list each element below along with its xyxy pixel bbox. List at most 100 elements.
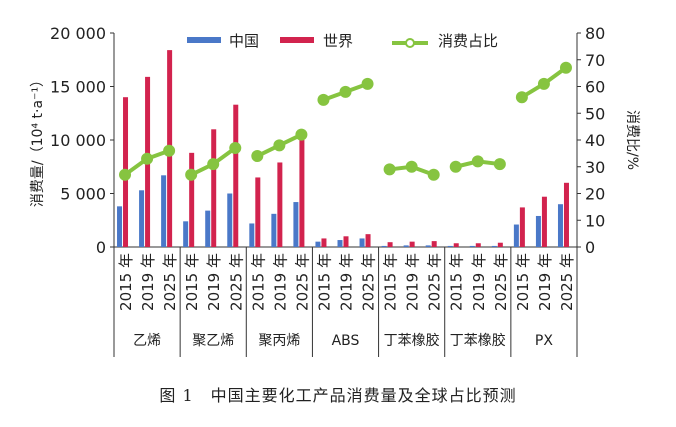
y-tick-label: 0 (96, 238, 106, 257)
category-label: 聚乙烯 (192, 333, 234, 349)
share-point (471, 155, 484, 168)
bar-china (315, 241, 321, 247)
bar-world (365, 234, 371, 247)
share-point (317, 93, 330, 106)
legend-world-swatch (280, 37, 314, 43)
bar-world (475, 243, 481, 247)
bar-china (425, 245, 431, 247)
year-label: 2015 年 (183, 253, 201, 311)
bar-china (117, 206, 123, 247)
y-tick-label: 5 000 (60, 185, 106, 204)
share-point (163, 144, 176, 157)
share-point (141, 152, 154, 165)
share-point (207, 158, 220, 171)
bar-world (211, 129, 217, 247)
year-label: 2019 年 (338, 253, 356, 311)
bar-china (469, 245, 475, 247)
bar-world (563, 182, 569, 247)
bar-china (183, 221, 189, 247)
share-point (185, 168, 198, 181)
legend-share-marker (405, 38, 415, 48)
bar-world (321, 238, 327, 247)
bar-china (249, 223, 255, 247)
year-label: 2025 年 (161, 253, 179, 311)
year-label: 2025 年 (492, 253, 510, 311)
figure-caption: 图 1 中国主要化工产品消费量及全球占比预测 (159, 386, 517, 405)
share-point (361, 77, 374, 90)
year-label: 2015 年 (117, 253, 135, 311)
bar-china (139, 190, 145, 247)
year-label: 2015 年 (315, 253, 333, 311)
y2-axis-title: 消费比/% (624, 110, 640, 170)
legend-china-label: 中国 (229, 32, 259, 50)
share-point (405, 160, 418, 173)
bar-china (535, 215, 541, 247)
share-point (383, 163, 396, 176)
legend-share-label: 消费占比 (438, 32, 498, 50)
year-label: 2019 年 (404, 253, 422, 311)
year-label: 2015 年 (382, 253, 400, 311)
bar-world (519, 207, 525, 247)
bar-world (277, 162, 283, 247)
share-point (559, 61, 572, 74)
bar-china (271, 213, 277, 247)
share-point (515, 91, 528, 104)
y-tick-label: 10 000 (50, 131, 106, 150)
bar-china (205, 210, 211, 247)
bar-china (513, 224, 519, 247)
year-label: 2019 年 (205, 253, 223, 311)
bar-china (359, 238, 365, 247)
bar-world (233, 104, 239, 247)
y2-tick-label: 60 (585, 78, 605, 97)
legend-world-label: 世界 (323, 32, 353, 50)
bar-china (381, 245, 387, 247)
share-point (273, 139, 286, 152)
category-label: 乙烯 (133, 333, 161, 349)
bar-world (409, 241, 415, 247)
bar-world (343, 236, 349, 247)
y2-tick-label: 20 (585, 185, 605, 204)
year-label: 2025 年 (426, 253, 444, 311)
year-label: 2015 年 (249, 253, 267, 311)
y2-tick-label: 40 (585, 131, 605, 150)
category-label: 丁苯橡胶 (450, 332, 506, 349)
year-label: 2025 年 (293, 253, 311, 311)
legend-china-swatch (187, 37, 221, 43)
year-label: 2019 年 (536, 253, 554, 311)
year-label: 2019 年 (470, 253, 488, 311)
year-label: 2025 年 (227, 253, 245, 311)
y2-tick-label: 0 (585, 238, 595, 257)
share-point (493, 158, 506, 171)
year-label: 2015 年 (448, 253, 466, 311)
y2-tick-label: 10 (585, 211, 605, 230)
share-point (449, 160, 462, 173)
bar-china (447, 245, 453, 247)
y-tick-label: 15 000 (50, 78, 106, 97)
share-point (339, 85, 352, 98)
bar-world (431, 241, 437, 247)
share-point (251, 150, 264, 163)
y2-tick-label: 50 (585, 104, 605, 123)
bar-world (189, 152, 195, 247)
share-point (537, 77, 550, 90)
category-label: 丁苯橡胶 (384, 332, 440, 349)
year-label: 2019 年 (139, 253, 157, 311)
bar-china (161, 175, 167, 247)
y2-tick-label: 70 (585, 51, 605, 70)
bar-china (337, 240, 343, 247)
bar-world (387, 242, 393, 247)
bar-world (541, 196, 547, 247)
category-label: ABS (332, 333, 360, 349)
bar-china (293, 202, 299, 247)
year-label: 2025 年 (558, 253, 576, 311)
share-point (119, 168, 132, 181)
y-axis-title: 消费量/（10⁴ t·a⁻¹） (30, 73, 46, 207)
share-point (229, 142, 242, 155)
bar-china (491, 245, 497, 247)
bar-world (497, 242, 503, 247)
share-point (427, 168, 440, 181)
category-label: PX (535, 333, 553, 349)
year-label: 2025 年 (360, 253, 378, 311)
y-tick-label: 20 000 (50, 24, 106, 43)
share-point (295, 128, 308, 141)
